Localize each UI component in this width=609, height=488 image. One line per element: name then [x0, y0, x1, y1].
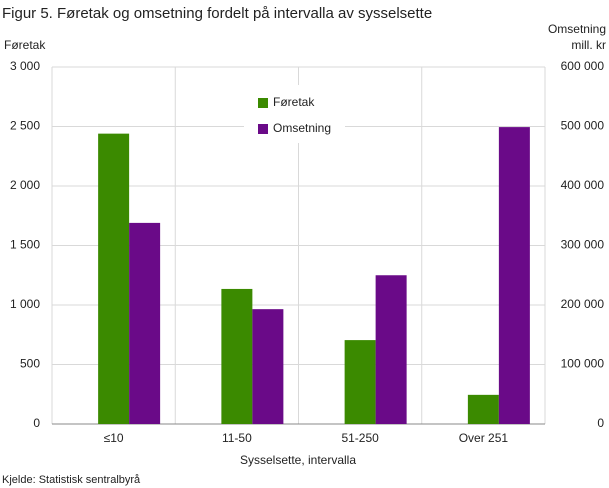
bar: [129, 222, 161, 424]
y2-tick-label: 400 000: [561, 178, 605, 192]
y-tick-label: 1 000: [10, 297, 40, 311]
source: Kjelde: Statistisk sentralbyrå: [2, 474, 141, 486]
legend-swatch: [258, 124, 268, 134]
bar: [98, 133, 130, 424]
y-tick-label: 3 000: [10, 59, 40, 73]
y2-tick-label: 600 000: [561, 59, 605, 73]
y2-axis-title: Omsetning: [548, 22, 606, 36]
bar: [252, 309, 284, 424]
bar: [467, 394, 499, 424]
legend-swatch: [258, 98, 268, 108]
y-tick-label: 2 500: [10, 119, 40, 133]
y2-tick-label: 0: [597, 416, 604, 430]
chart-title: Figur 5. Føretak og omsetning fordelt på…: [2, 5, 432, 22]
x-tick-label: 11-50: [222, 431, 252, 445]
legend-label: Omsetning: [273, 121, 331, 135]
bar: [375, 275, 407, 424]
bar: [344, 340, 376, 424]
x-tick-label: Over 251: [459, 431, 509, 445]
x-axis-title: Sysselsette, intervalla: [240, 453, 356, 467]
y-axis-title: Føretak: [4, 38, 46, 52]
bar: [221, 288, 253, 424]
y2-tick-label: 200 000: [561, 297, 605, 311]
y2-tick-label: 500 000: [561, 119, 605, 133]
y2-tick-label: 100 000: [561, 357, 605, 371]
y2-tick-label: 300 000: [561, 238, 605, 252]
x-tick-label: ≤10: [104, 431, 124, 445]
bar: [498, 127, 530, 424]
x-tick-label: 51-250: [341, 431, 379, 445]
legend-label: Føretak: [273, 95, 315, 109]
y-tick-label: 2 000: [10, 178, 40, 192]
y-tick-label: 0: [33, 416, 40, 430]
y-tick-label: 1 500: [10, 238, 40, 252]
y-tick-label: 500: [20, 357, 40, 371]
y2-axis-title: mill. kr: [571, 38, 606, 52]
